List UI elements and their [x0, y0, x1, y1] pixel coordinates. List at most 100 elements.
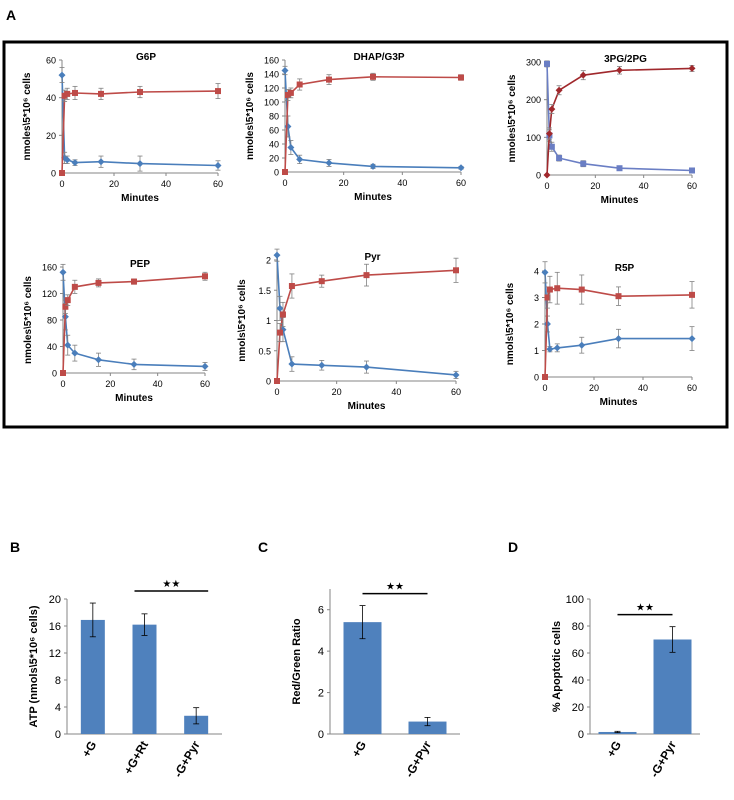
data-point	[71, 283, 78, 290]
category-label: -G+Pyr	[647, 738, 679, 780]
data-point	[288, 360, 296, 368]
series-1	[274, 257, 459, 384]
data-point	[452, 371, 460, 379]
y-tick-label: 0	[534, 373, 539, 383]
y-tick-label: 0	[274, 168, 279, 178]
data-point	[363, 363, 370, 371]
y-tick-label: 80	[47, 316, 57, 326]
y-tick-label: 100	[566, 594, 584, 606]
data-point	[615, 293, 622, 300]
y-tick-label: 0	[578, 729, 584, 741]
bar	[653, 639, 692, 734]
series-1	[60, 271, 208, 376]
chart-apoptotic: 0 20 40 60 80 100 +G -G+Pyr ★★ % Apoptotic cells	[551, 594, 700, 780]
series-0	[544, 60, 695, 174]
data-point	[555, 86, 563, 94]
x-tick-label: 20	[339, 178, 349, 188]
series-0	[541, 261, 696, 354]
data-point	[556, 155, 563, 162]
bar	[184, 715, 209, 734]
panel-label-d: D	[508, 539, 518, 555]
y-tick-label: 100	[526, 133, 541, 143]
data-point	[318, 278, 325, 285]
y-tick-label: 0	[51, 169, 56, 179]
data-point	[60, 370, 66, 376]
y-tick-label: 40	[46, 93, 56, 103]
y-tick-label: 40	[47, 342, 57, 352]
data-point	[326, 76, 332, 83]
y-tick-label: 100	[264, 98, 279, 108]
y-tick-label: 20	[46, 131, 56, 141]
category-label: +G	[79, 739, 99, 760]
series-line	[62, 272, 206, 368]
data-point	[548, 105, 556, 113]
series-line	[284, 70, 462, 169]
x-tick-label: 0	[542, 383, 547, 393]
y-axis-label: nmoles\5*10⁶ cells	[23, 276, 34, 364]
data-point	[130, 360, 138, 368]
data-point	[64, 90, 71, 97]
data-point	[548, 143, 555, 150]
series-1	[282, 72, 464, 175]
y-tick-label: 2	[534, 320, 539, 330]
x-tick-label: 20	[589, 383, 599, 393]
x-axis-label: Minutes	[601, 195, 639, 206]
data-point	[215, 88, 221, 95]
y-axis-label: nmoles\5*10⁶ cells	[507, 74, 518, 162]
y-tick-label: 60	[269, 126, 279, 136]
y-tick-label: 120	[42, 289, 57, 299]
y-tick-label: 4	[534, 267, 539, 277]
data-point	[546, 286, 553, 293]
y-tick-label: 4	[318, 646, 324, 658]
chart-3pg: 0 100 200 300 0 20 40 60 3PG/2PG Minutes nmoles\5*…	[507, 54, 697, 206]
data-point	[578, 286, 585, 293]
x-tick-label: 40	[397, 178, 407, 188]
y-tick-label: 80	[269, 112, 279, 122]
y-axis-label: nmoles\5*10⁶ cells	[22, 72, 33, 160]
x-tick-label: 40	[161, 179, 171, 189]
data-point	[688, 64, 696, 72]
bar	[343, 622, 382, 734]
data-point	[579, 71, 587, 79]
data-point	[131, 278, 137, 285]
x-tick-label: 20	[105, 379, 115, 389]
data-point	[544, 60, 550, 67]
y-tick-label: 2	[318, 688, 324, 700]
y-tick-label: 1	[266, 316, 271, 326]
y-axis-label: Red/Green Ratio	[291, 618, 303, 704]
x-tick-label: 60	[200, 379, 210, 389]
x-tick-label: 0	[274, 387, 279, 397]
y-tick-label: 3	[534, 293, 539, 303]
significance-stars: ★★	[636, 603, 654, 614]
data-point	[541, 268, 549, 276]
y-tick-label: 0.5	[258, 346, 271, 356]
data-point	[71, 349, 79, 357]
chart-redgreen: 0 2 4 6 +G -G+Pyr ★★ Red/Green Ratio	[291, 582, 460, 780]
y-tick-label: 80	[572, 621, 584, 633]
x-tick-label: 60	[213, 179, 223, 189]
data-point	[296, 155, 304, 163]
data-point	[318, 361, 326, 369]
bar	[80, 619, 105, 734]
series-1	[542, 271, 695, 380]
data-point	[62, 303, 69, 310]
y-tick-label: 20	[49, 594, 61, 606]
chart-g6p: 0 20 40 60 0 20 40 60 G6P Minutes nmoles\5*10⁶ cel…	[22, 52, 223, 204]
data-point	[369, 162, 377, 170]
data-point	[578, 341, 586, 349]
category-label: +G	[349, 739, 369, 760]
x-tick-label: 40	[638, 383, 648, 393]
panel-a-frame	[2, 40, 729, 429]
data-point	[453, 267, 459, 274]
data-point	[214, 161, 222, 169]
y-tick-label: 2	[266, 256, 271, 266]
panel-label-b: B	[10, 539, 20, 555]
x-tick-label: 40	[391, 387, 401, 397]
y-tick-label: 0	[266, 377, 271, 387]
y-tick-label: 60	[46, 56, 56, 66]
data-point	[274, 378, 280, 384]
data-point	[616, 66, 623, 74]
x-tick-label: 60	[687, 383, 697, 393]
